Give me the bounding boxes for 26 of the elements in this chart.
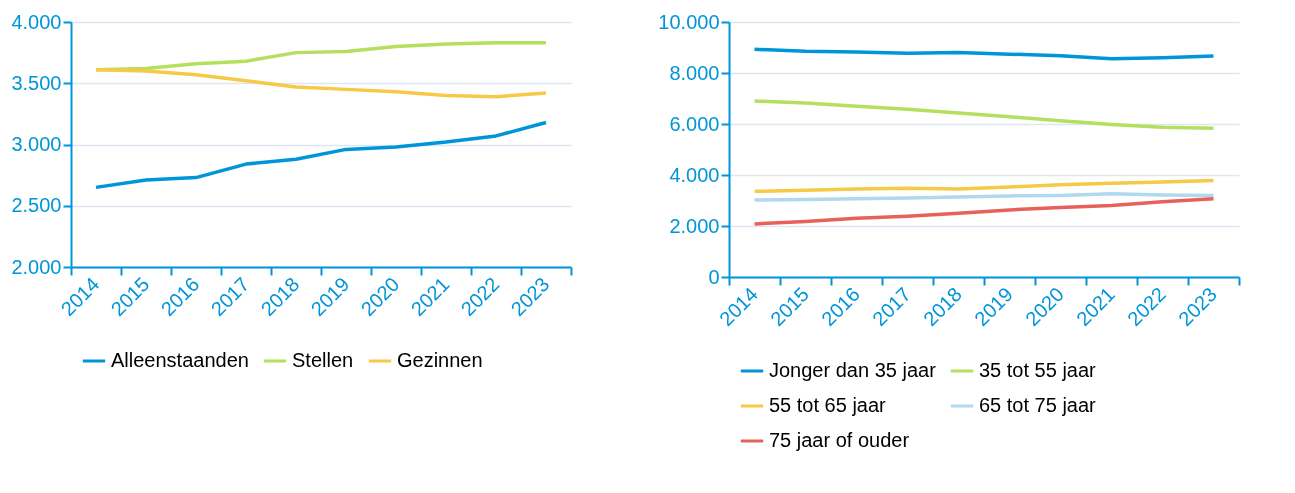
legend-label: Alleenstaanden [111,349,249,371]
legend-label: 75 jaar of ouder [769,429,910,451]
y-tick-label: 3.500 [11,71,62,94]
line-series [752,196,1216,226]
y-tick-label: 2.000 [11,255,62,278]
y-tick-label: 6.000 [669,112,720,135]
y-tick-label: 4.000 [669,163,720,186]
y-tick-label: 0 [708,265,720,288]
legend-label: Stellen [292,349,354,371]
line-series [94,68,548,99]
legend-label: 65 tot 75 jaar [979,394,1097,416]
y-tick-label: 4.000 [11,10,62,33]
line-series [752,99,1216,131]
line-series [752,178,1216,194]
y-tick-label: 2.500 [11,194,62,217]
line-series [752,47,1216,61]
y-tick-label: 10.000 [658,10,720,33]
legend-label: Gezinnen [397,349,483,371]
legend-label: 55 tot 65 jaar [769,394,887,416]
legend-label: 35 tot 55 jaar [979,359,1097,381]
legend-label: Jonger dan 35 jaar [769,359,937,381]
y-tick-label: 8.000 [669,61,720,84]
line-series [752,192,1216,202]
y-tick-label: 3.000 [11,133,62,155]
y-tick-label: 2.000 [669,214,720,237]
line-series [94,120,548,190]
